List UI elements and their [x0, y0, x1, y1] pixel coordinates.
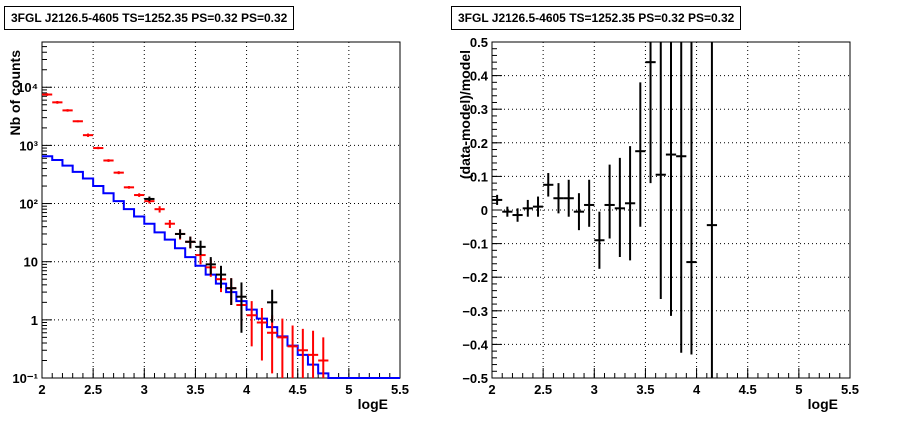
counts-series-1-point [256, 307, 268, 361]
residual-series-0-point [512, 208, 523, 222]
residual-series-0-point [635, 82, 646, 227]
counts-series-1-point [113, 171, 124, 175]
residual-x-tick-label: 2.5 [534, 382, 552, 397]
residual-y-tick-label: 0.2 [470, 136, 488, 151]
counts-series-2-point [267, 289, 278, 323]
right-plot-title: 3FGL J2126.5-4605 TS=1252.35 PS=0.32 PS=… [451, 6, 742, 30]
residual-x-tick-label: 3 [591, 382, 598, 397]
residual-x-tick-label: 5 [795, 382, 802, 397]
residual-x-tick-label: 2 [488, 382, 495, 397]
counts-series-1-point [318, 337, 329, 378]
counts-plot-frame [41, 41, 401, 379]
counts-x-tick-label: 2.5 [84, 382, 102, 397]
counts-y-tick-label: 10⁴ [17, 80, 38, 95]
residual-x-tick-label: 3.5 [636, 382, 654, 397]
residual-series-0-point [553, 183, 564, 214]
counts-x-axis-label: logE [358, 396, 388, 412]
residual-y-tick-label: −0.4 [462, 337, 488, 352]
counts-series-1-point [82, 133, 94, 137]
counts-x-tick-label: 5.5 [391, 382, 409, 397]
counts-series-1-point [134, 193, 145, 197]
counts-x-tick-label: 2 [38, 382, 45, 397]
counts-series-1-point [297, 328, 308, 378]
residual-series-0-point [594, 211, 605, 269]
counts-series-1-point [307, 330, 319, 378]
counts-series-1-point [123, 186, 135, 189]
residual-series-0-point [532, 196, 544, 217]
counts-series-2-point [185, 236, 196, 249]
counts-y-tick-label: 10⁻¹ [12, 371, 38, 386]
counts-series-2-point [236, 282, 247, 333]
residual-series-0-point [573, 193, 585, 231]
residual-y-tick-label: −0.1 [462, 237, 488, 252]
counts-series-1-point [287, 325, 298, 378]
residual-y-tick-label: −0.3 [462, 304, 488, 319]
counts-series-2-point [144, 196, 155, 202]
residual-series-0-point [543, 173, 554, 197]
counts-series-1-point [93, 146, 104, 150]
residual-series-0-point [584, 179, 595, 227]
residual-x-tick-label: 4 [693, 382, 701, 397]
residual-series-0-point [655, 42, 666, 300]
residual-series-0-point [665, 42, 677, 316]
counts-y-tick-label: 1 [31, 313, 38, 328]
counts-series-1-point [103, 159, 114, 162]
residual-y-tick-label: 0.3 [470, 102, 488, 117]
counts-series-1-point [62, 109, 73, 112]
counts-y-tick-label: 10 [24, 255, 38, 270]
counts-y-tick-label: 10² [19, 197, 38, 212]
counts-y-axis-label: Nb of counts [7, 50, 23, 136]
residual-series-0-point [645, 42, 656, 184]
counts-series-2-point [215, 265, 227, 289]
counts-x-tick-label: 5 [345, 382, 352, 397]
counts-series-1-point [42, 93, 53, 96]
counts-series-2-point [195, 240, 206, 256]
left-plot-title: 3FGL J2126.5-4605 TS=1252.35 PS=0.32 PS=… [4, 6, 295, 30]
counts-y-tick-label: 10³ [19, 138, 38, 153]
residual-x-tick-label: 4.5 [739, 382, 757, 397]
counts-series-1-point [246, 301, 257, 347]
residual-series-0-point [676, 42, 687, 353]
residual-x-tick-label: 5.5 [841, 382, 859, 397]
residual-y-axis-label: (data-model)/model [457, 50, 473, 179]
residual-series-0-point [604, 164, 615, 239]
counts-x-tick-label: 4 [243, 382, 251, 397]
counts-series-1-point [154, 206, 165, 213]
residual-y-tick-label: 0.4 [470, 69, 489, 84]
residual-y-tick-label: −0.5 [462, 371, 488, 386]
residual-series-0-point [614, 157, 625, 258]
counts-series-2-point [174, 229, 186, 239]
residual-series-0-point [686, 42, 697, 355]
residual-series-0-point [492, 194, 503, 205]
counts-series-1-point [52, 101, 63, 104]
counts-series-1-point [267, 315, 278, 374]
residual-series-0-point [624, 146, 636, 261]
residual-series-0-point [706, 42, 718, 378]
residual-y-tick-label: 0.5 [470, 35, 488, 50]
residual-y-tick-label: −0.2 [462, 270, 488, 285]
residual-series-0-point [502, 206, 513, 217]
counts-series-2-point [226, 278, 237, 306]
counts-series-1-point [277, 318, 288, 378]
counts-series-1-point [164, 220, 175, 228]
residual-series-0-point [563, 179, 574, 217]
residual-x-axis-label: logE [808, 396, 838, 412]
counts-series-1-point [72, 120, 83, 123]
residual-series-0-point [522, 199, 533, 217]
counts-x-tick-label: 3 [141, 382, 148, 397]
counts-x-tick-label: 3.5 [186, 382, 204, 397]
counts-series-2-point [205, 257, 216, 275]
residual-y-tick-label: 0 [481, 203, 488, 218]
counts-x-tick-label: 4.5 [289, 382, 307, 397]
residual-y-tick-label: 0.1 [470, 169, 488, 184]
